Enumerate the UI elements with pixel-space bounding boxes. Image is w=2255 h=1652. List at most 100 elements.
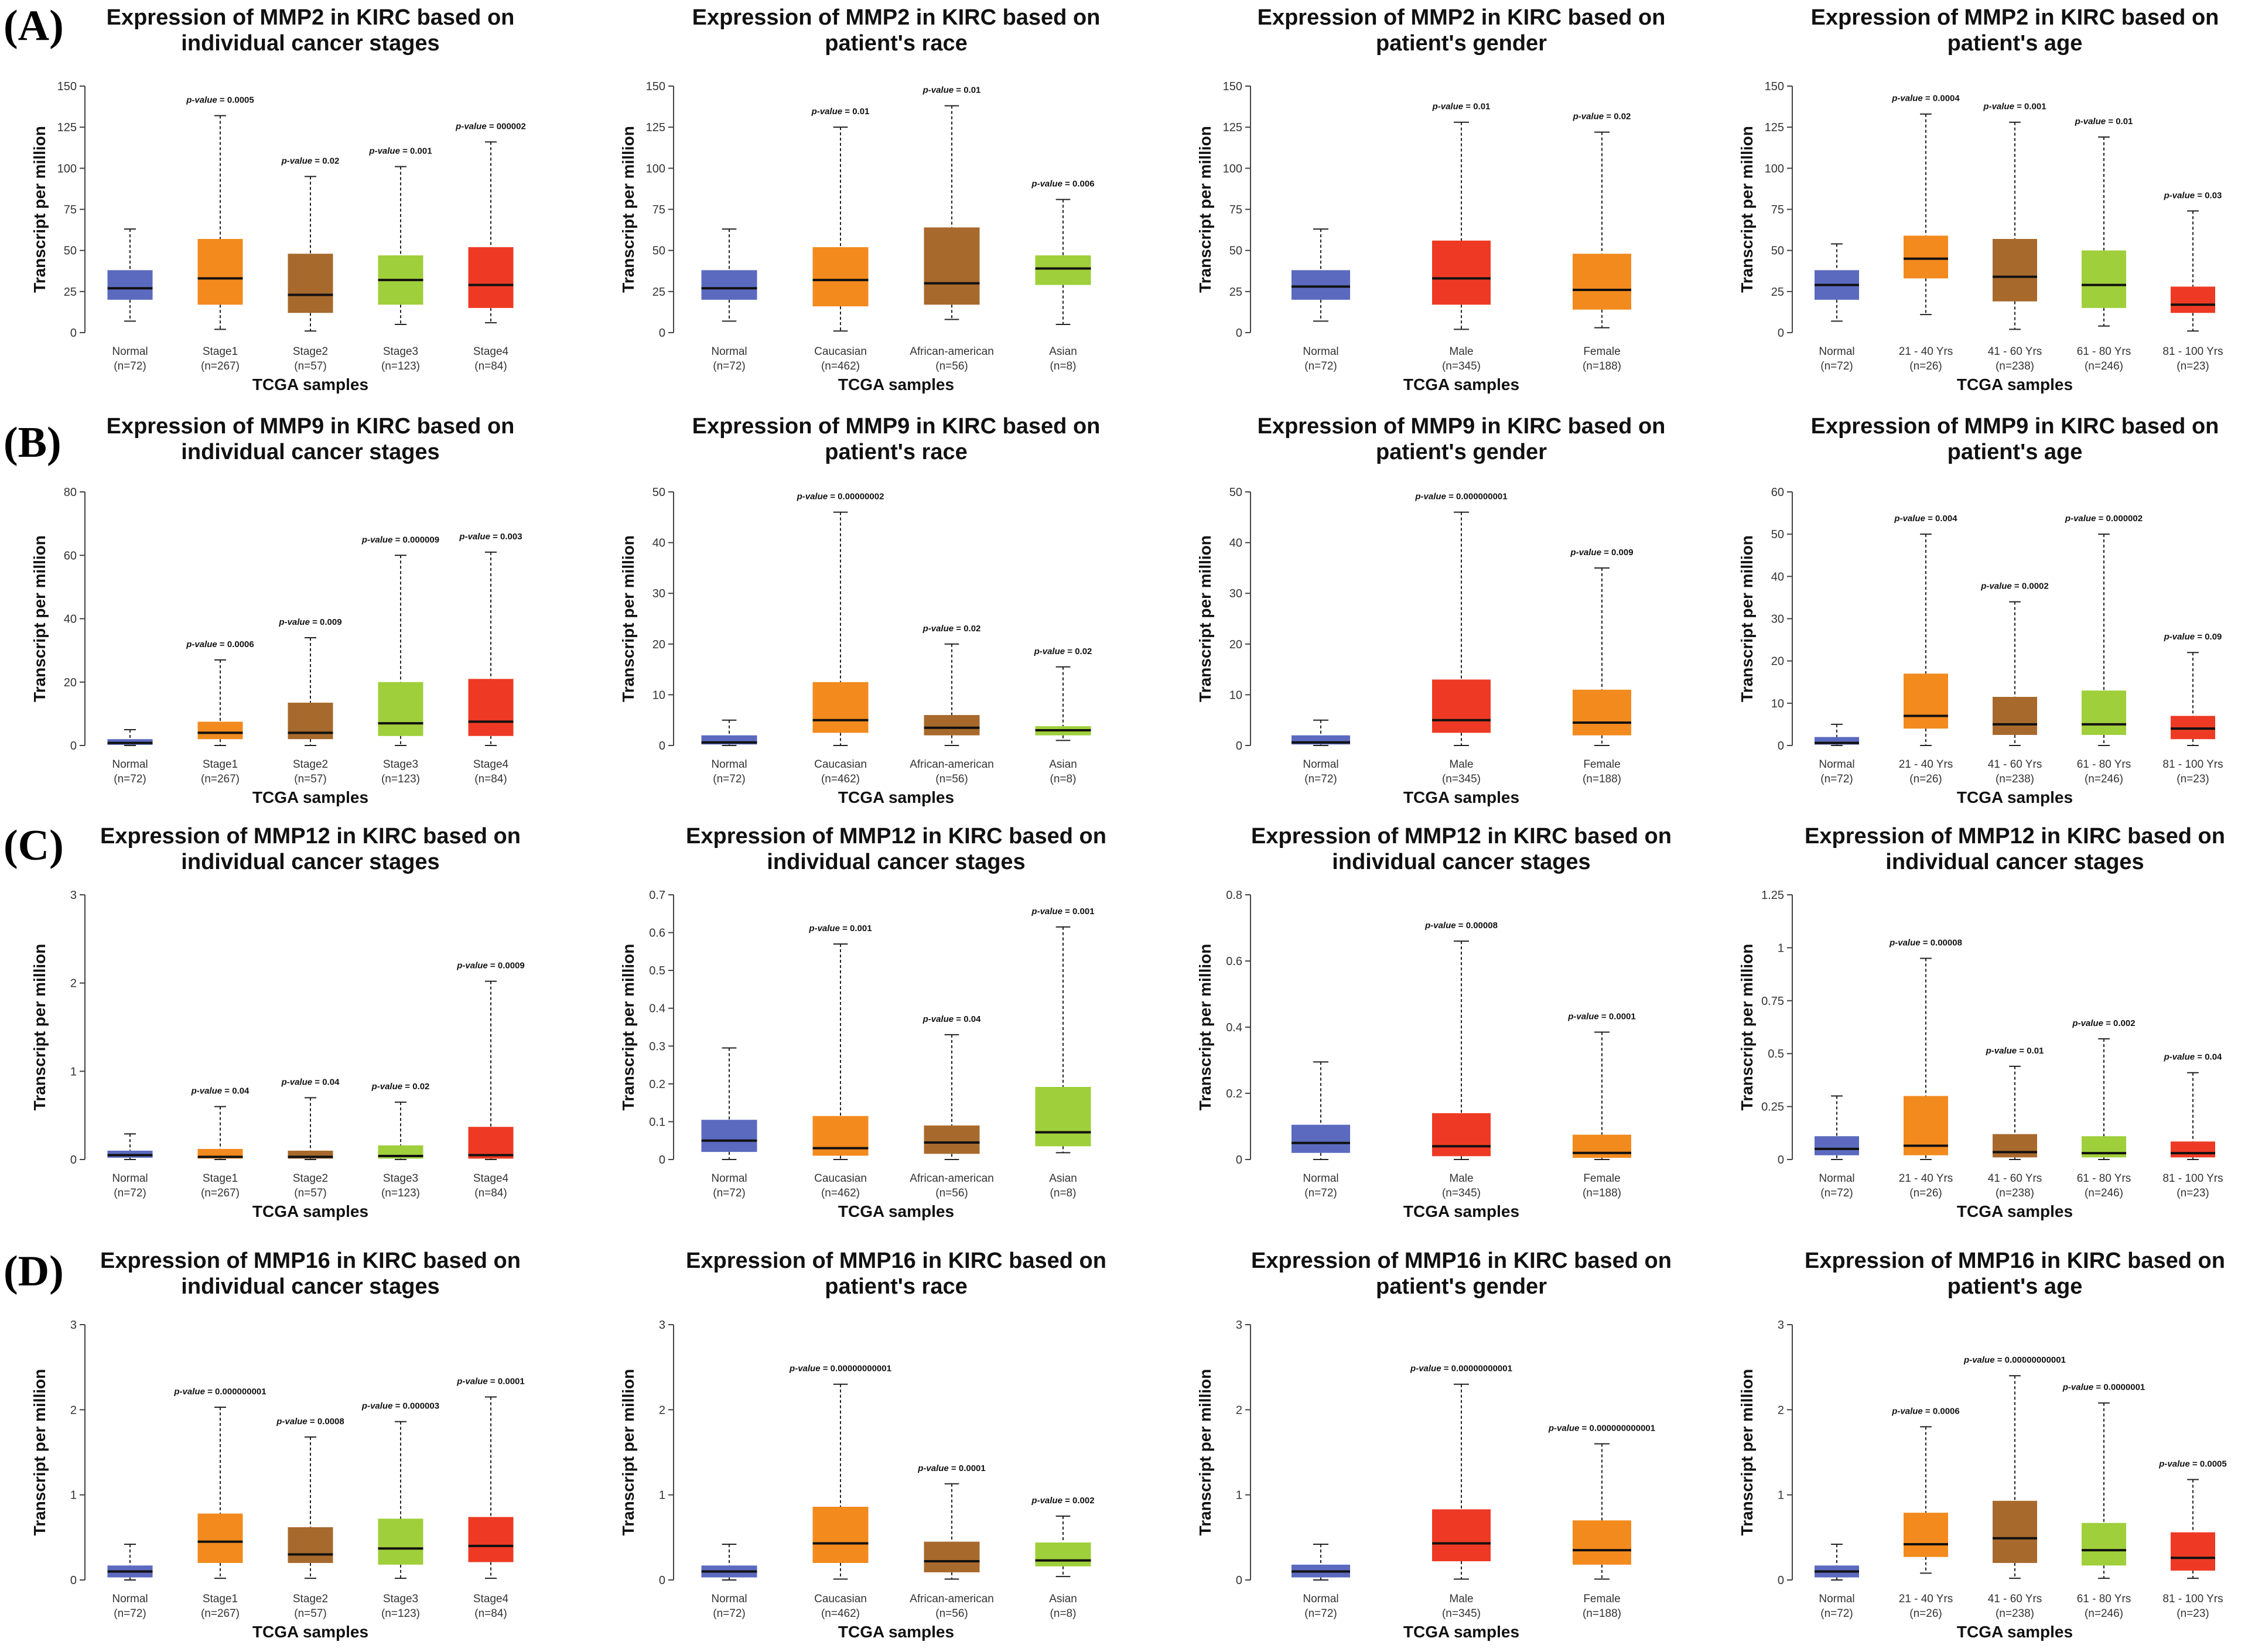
- box-normal: Normal (n=72): [701, 1047, 757, 1199]
- box-21-40-yrs: p-value = 0.0004 21 - 40 Yrs (n=26): [1891, 94, 1960, 372]
- p-value-number: = 0.009: [1601, 548, 1634, 557]
- box-female: p-value = 0.009 Female (n=188): [1570, 548, 1633, 785]
- p-value-label: p-value = 0.000000001: [173, 1387, 266, 1397]
- category-count: (n=462): [821, 1187, 860, 1199]
- box-iqr: [2171, 286, 2215, 313]
- box-61-80-yrs: p-value = 0.000002 61 - 80 Yrs (n=246): [2065, 514, 2143, 785]
- p-value-label: p-value = 0.002: [2072, 1018, 2135, 1028]
- y-tick-label: 0.4: [1226, 1021, 1242, 1034]
- category-label: African-american: [910, 346, 994, 358]
- p-value-prefix: p-value: [1986, 1046, 2017, 1056]
- chart-panel-16: Expression of MMP16 in KIRC based onpati…: [1738, 1249, 2227, 1641]
- y-tick-label: 0.1: [649, 1116, 665, 1128]
- p-value-label: p-value = 0.0002: [1980, 582, 2049, 591]
- y-tick-label: 100: [1223, 162, 1242, 175]
- x-axis-label: TCGA samples: [838, 375, 954, 394]
- p-value-label: p-value = 0.00000000001: [789, 1364, 891, 1374]
- box-stage1: p-value = 0.000000001 Stage1 (n=267): [173, 1387, 266, 1620]
- category-count: (n=72): [114, 1607, 146, 1620]
- p-value-prefix: p-value: [811, 107, 843, 117]
- p-value-label: p-value = 0.00008: [1424, 921, 1498, 931]
- y-axis-label: Transcript per million: [1196, 944, 1214, 1111]
- p-value-number: = 0.000000001: [205, 1387, 266, 1397]
- box-iqr: [812, 247, 869, 307]
- box-asian: p-value = 0.006 Asian (n=8): [1031, 179, 1094, 372]
- category-label: 41 - 60 Yrs: [1988, 1593, 2042, 1605]
- p-value-prefix: p-value: [2158, 1459, 2190, 1469]
- box-iqr: [924, 1125, 980, 1154]
- p-value-label: p-value = 0.0006: [1891, 1406, 1960, 1416]
- y-tick-label: 3: [1778, 1319, 1784, 1332]
- p-value-label: p-value = 0.00008: [1889, 938, 1962, 948]
- p-value-prefix: p-value: [281, 1078, 313, 1087]
- p-value-prefix: p-value: [1410, 1364, 1441, 1374]
- box-iqr: [1573, 1520, 1631, 1565]
- p-value-label: p-value = 0.01: [2075, 117, 2133, 126]
- box-iqr: [2171, 1532, 2215, 1571]
- box-caucasian: p-value = 0.01 Caucasian (n=462): [811, 107, 870, 372]
- p-value-label: p-value = 0.09: [2164, 632, 2222, 642]
- p-value-label: p-value = 0.00000000001: [1410, 1364, 1512, 1374]
- y-tick-label: 0.6: [1226, 955, 1242, 968]
- box-male: p-value = 0.000000001 Male (n=345): [1414, 492, 1507, 785]
- category-count: (n=84): [474, 1607, 507, 1620]
- y-tick-label: 20: [64, 676, 77, 689]
- p-value-label: p-value = 0.0005: [186, 95, 254, 105]
- y-tick-label: 30: [1771, 613, 1784, 626]
- category-label: Normal: [1303, 1172, 1338, 1185]
- y-tick-label: 2: [1778, 1404, 1784, 1417]
- box-iqr: [812, 1507, 869, 1563]
- p-value-label: p-value = 0.001: [1983, 102, 2046, 112]
- chart-title-line: patient's age: [1948, 31, 2083, 56]
- chart-title-line: individual cancer stages: [181, 850, 439, 874]
- y-tick-label: 1: [1778, 942, 1784, 955]
- category-label: Caucasian: [814, 1172, 867, 1185]
- category-label: Caucasian: [814, 758, 867, 771]
- box-iqr: [812, 682, 869, 733]
- category-label: 61 - 80 Yrs: [2077, 758, 2131, 771]
- box-normal: Normal (n=72): [107, 728, 153, 785]
- box-81-100-yrs: p-value = 0.03 81 - 100 Yrs (n=23): [2162, 190, 2223, 372]
- box-normal: Normal (n=72): [1292, 228, 1350, 372]
- category-label: 81 - 100 Yrs: [2162, 758, 2223, 771]
- p-value-prefix: p-value: [797, 492, 828, 502]
- p-value-number: = 0.01: [2106, 117, 2133, 126]
- p-value-number: = 0.00008: [1456, 921, 1498, 931]
- p-value-label: p-value = 0.01: [811, 107, 870, 117]
- chart-title-line: Expression of MMP16 in KIRC based on: [1251, 1249, 1672, 1273]
- box-61-80-yrs: p-value = 0.002 61 - 80 Yrs (n=246): [2072, 1018, 2135, 1199]
- p-value-number: = 0.001: [400, 146, 432, 156]
- p-value-label: p-value = 0.000009: [361, 535, 439, 545]
- y-tick-label: 0.5: [1768, 1048, 1784, 1061]
- p-value-number: = 0.02: [1604, 112, 1631, 122]
- p-value-prefix: p-value: [276, 1417, 308, 1427]
- category-count: (n=345): [1442, 773, 1481, 785]
- p-value-label: p-value = 0.009: [278, 617, 341, 627]
- y-tick-label: 75: [64, 204, 77, 217]
- box-stage2: p-value = 0.02 Stage2 (n=57): [281, 156, 340, 372]
- x-axis-label: TCGA samples: [1403, 788, 1519, 806]
- category-label: Stage3: [383, 758, 418, 771]
- chart-title-line: Expression of MMP16 in KIRC based on: [1805, 1249, 2225, 1273]
- box-iqr: [1904, 235, 1948, 279]
- category-count: (n=56): [935, 773, 968, 785]
- category-label: African-american: [910, 1172, 994, 1185]
- box-iqr: [701, 1120, 757, 1152]
- box-normal: Normal (n=72): [107, 1543, 153, 1620]
- p-value-number: = 0.00000002: [828, 492, 884, 502]
- category-label: 81 - 100 Yrs: [2162, 1593, 2223, 1605]
- y-tick-label: 0.75: [1761, 995, 1784, 1008]
- category-count: (n=72): [713, 773, 745, 785]
- category-label: African-american: [910, 1593, 994, 1605]
- p-value-prefix: p-value: [1031, 179, 1062, 189]
- p-value-label: p-value = 0.000003: [361, 1401, 439, 1411]
- p-value-label: p-value = 0.004: [1894, 514, 1957, 524]
- y-tick-label: 100: [646, 162, 665, 175]
- category-count: (n=56): [935, 1187, 968, 1199]
- x-axis-label: TCGA samples: [1957, 1202, 2073, 1220]
- p-value-number: = 0.00000000001: [1441, 1364, 1512, 1374]
- category-count: (n=57): [294, 773, 326, 785]
- row-label-a: (A): [4, 2, 64, 50]
- category-label: Female: [1583, 1172, 1620, 1185]
- p-value-label: p-value = 0.02: [371, 1082, 430, 1092]
